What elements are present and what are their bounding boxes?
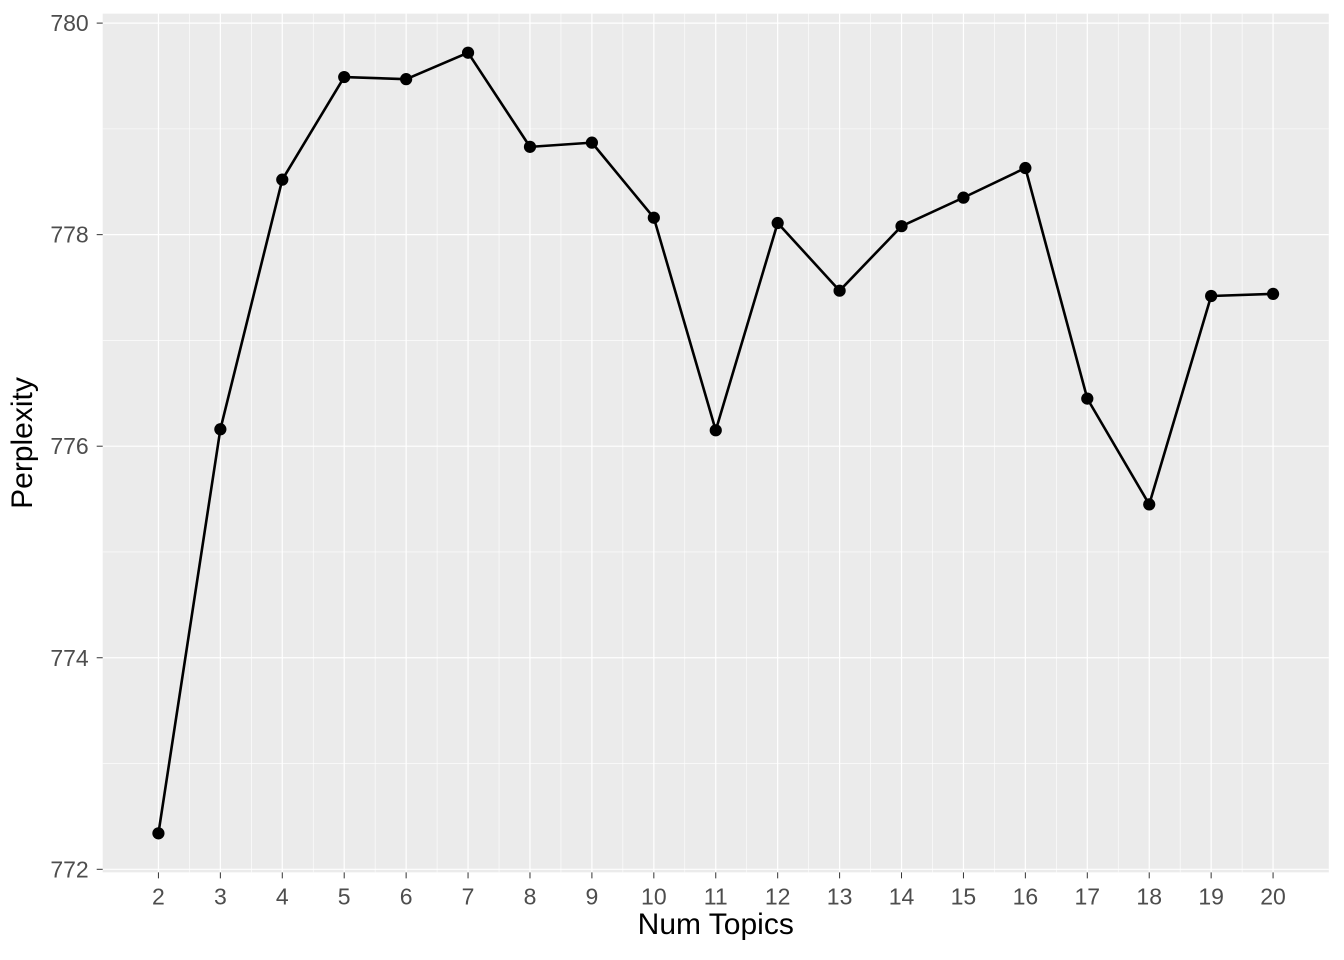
svg-text:9: 9 xyxy=(586,883,599,909)
svg-text:14: 14 xyxy=(889,883,915,909)
svg-text:6: 6 xyxy=(400,883,413,909)
svg-text:16: 16 xyxy=(1013,883,1039,909)
svg-text:4: 4 xyxy=(276,883,289,909)
svg-text:774: 774 xyxy=(50,645,89,671)
svg-text:5: 5 xyxy=(338,883,351,909)
svg-text:2: 2 xyxy=(152,883,165,909)
svg-text:19: 19 xyxy=(1198,883,1224,909)
svg-text:13: 13 xyxy=(827,883,853,909)
svg-text:12: 12 xyxy=(765,883,791,909)
svg-text:772: 772 xyxy=(50,856,88,882)
svg-text:8: 8 xyxy=(524,883,537,909)
svg-text:18: 18 xyxy=(1136,883,1162,909)
svg-text:10: 10 xyxy=(641,883,667,909)
svg-text:776: 776 xyxy=(50,433,88,459)
svg-text:15: 15 xyxy=(951,883,977,909)
svg-text:3: 3 xyxy=(214,883,227,909)
svg-text:20: 20 xyxy=(1260,883,1286,909)
svg-text:780: 780 xyxy=(50,10,88,36)
svg-text:7: 7 xyxy=(462,883,475,909)
svg-text:17: 17 xyxy=(1075,883,1101,909)
svg-text:11: 11 xyxy=(704,883,728,909)
svg-text:778: 778 xyxy=(50,222,88,248)
